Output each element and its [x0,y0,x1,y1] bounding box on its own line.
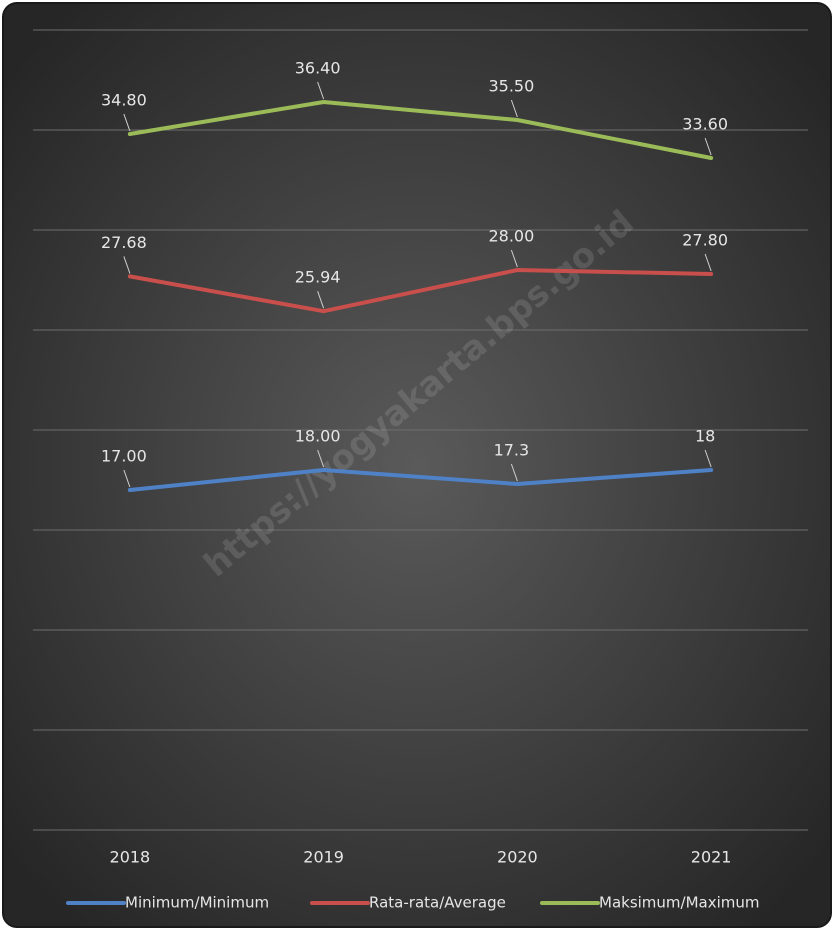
leader-line [317,449,325,468]
data-label: 34.80 [101,91,147,110]
data-label: 36.40 [295,59,341,78]
leader-line [123,113,131,132]
x-tick-label: 2019 [303,848,344,867]
data-label: 18 [695,427,715,446]
leader-line [510,463,518,482]
data-label: 33.60 [682,115,728,134]
legend-label: Maksimum/Maximum [599,894,760,912]
leader-line [704,137,712,156]
data-label: 25.94 [295,268,341,287]
leader-line [317,81,325,100]
data-label: 28.00 [488,227,534,246]
data-label: 18.00 [295,427,341,446]
leader-line [123,256,131,274]
leader-line [510,99,518,118]
x-tick-label: 2018 [110,848,151,867]
data-label: 27.68 [101,233,147,252]
leader-line [123,469,131,488]
data-label: 35.50 [488,77,534,96]
x-tick-label: 2020 [497,848,538,867]
x-tick-label: 2021 [691,848,732,867]
leader-line [704,449,712,468]
leader-line [510,249,518,268]
data-label: 27.80 [682,231,728,250]
leader-line [317,291,325,309]
series-line [127,468,714,492]
legend-label: Minimum/Minimum [125,894,269,912]
data-label: 17.3 [494,441,530,460]
series-line [127,100,714,160]
series-line [127,268,714,314]
legend-label: Rata-rata/Average [369,894,506,912]
data-label: 17.00 [101,447,147,466]
leader-line [704,253,712,272]
